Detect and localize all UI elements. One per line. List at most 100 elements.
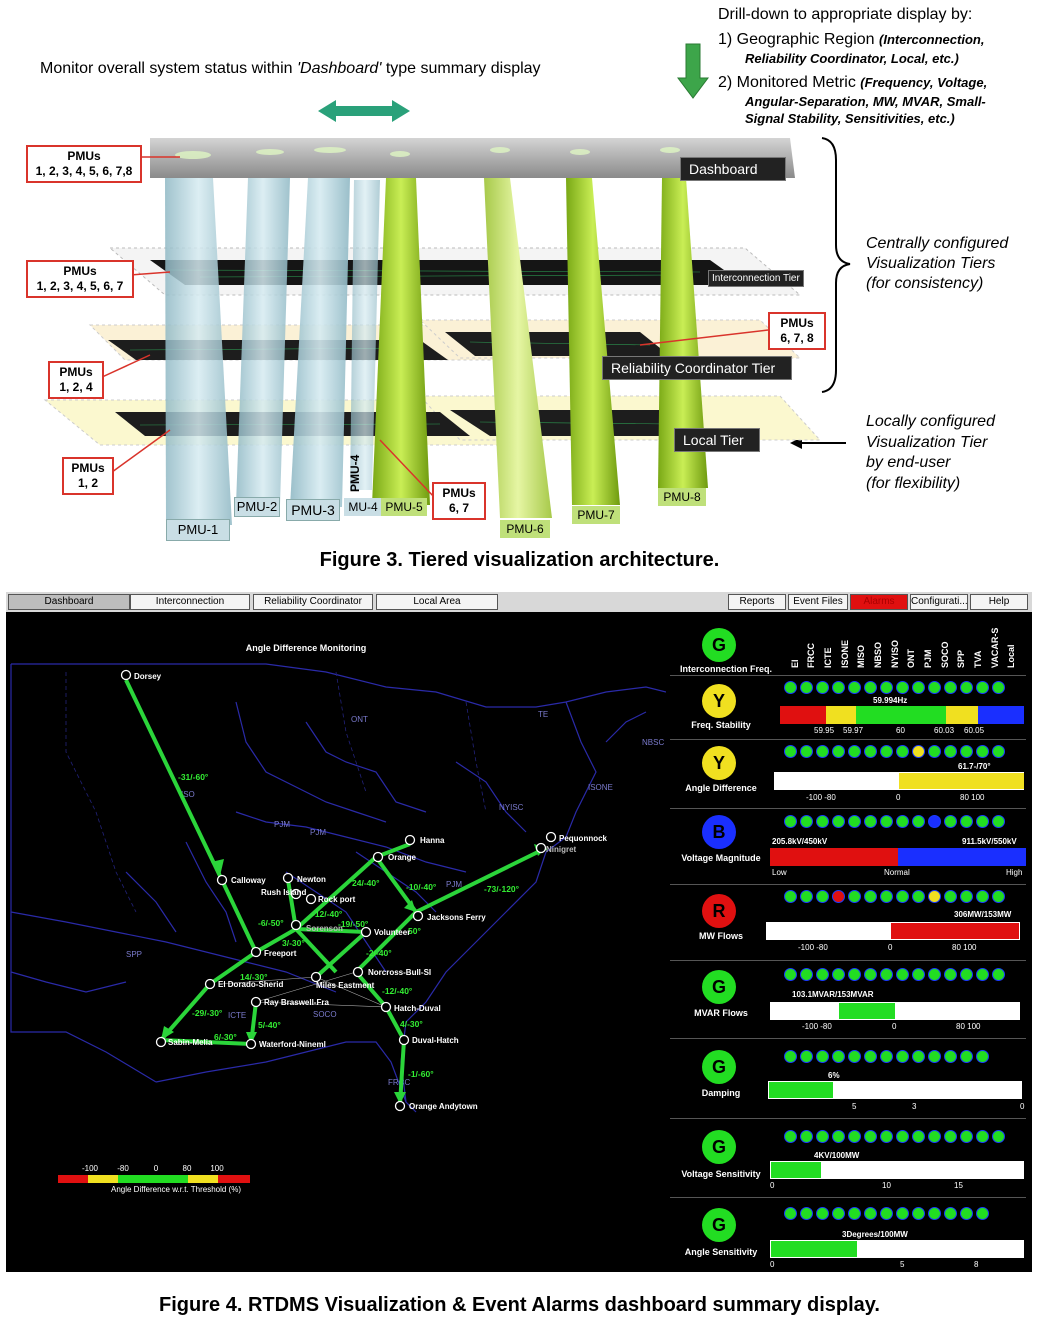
column-header: MISO xyxy=(856,644,866,668)
metric-value: 103.1MVAR/153MVAR xyxy=(792,990,874,999)
metric-label: Angle Difference xyxy=(685,783,757,793)
pmu-label: PMU-1 xyxy=(166,519,230,541)
metric-value: 61.7-/70° xyxy=(958,762,991,771)
tab-reliability-coordinator[interactable]: Reliability Coordinator xyxy=(253,594,373,610)
node-label: Hatch-Duval xyxy=(394,1004,441,1013)
node-label: Calloway xyxy=(231,876,266,885)
bar-tick: 80 100 xyxy=(952,943,977,952)
damping-bar xyxy=(768,1081,1022,1099)
pmu-box-title: PMUs xyxy=(780,316,814,330)
metric-label: Damping xyxy=(701,1088,741,1098)
tier-label-reliability: Reliability Coordinator Tier xyxy=(602,356,792,380)
pmu-box: PMUs 1, 2, 4 xyxy=(48,361,104,399)
column-header: NYISO xyxy=(890,639,900,668)
bar-tick: 0 xyxy=(892,1022,897,1031)
pmu-label: MU-4 xyxy=(344,498,382,516)
drill-item-1: 1) Geographic Region (Interconnection, xyxy=(718,31,984,49)
figure-3-caption: Figure 3. Tiered visualization architect… xyxy=(319,549,720,571)
region-label: ISO xyxy=(181,790,195,799)
metric-label: Freq. Stability xyxy=(691,720,751,730)
legend-tick: 80 xyxy=(183,1164,192,1173)
flow-label: -19/-50° xyxy=(338,919,369,929)
column-header: SPP xyxy=(956,649,966,668)
pmu-box-list: 1, 2, 3, 4, 5, 6, 7 xyxy=(36,279,124,293)
flow-label: 24/-40° xyxy=(352,878,380,888)
status-indicator[interactable]: G xyxy=(702,970,736,1004)
down-arrow-icon xyxy=(677,43,709,99)
status-indicator[interactable]: B xyxy=(702,815,736,849)
map-legend: -100 -80 0 80 100 Angle Difference w.r.t… xyxy=(58,1164,250,1194)
status-indicator[interactable]: R xyxy=(702,894,736,928)
local-note: Locally configured Visualization Tier by… xyxy=(866,412,1036,494)
bar-tick: 59.97 xyxy=(843,726,864,735)
dashboard-panel: Angle Difference Monitoring xyxy=(6,612,1032,1272)
tab-reports[interactable]: Reports xyxy=(728,594,786,610)
status-indicator[interactable]: G xyxy=(702,628,736,662)
flow-label: 3/-30° xyxy=(282,938,305,948)
node-label: Waterford-Nineml xyxy=(259,1040,326,1049)
brace-icon xyxy=(821,137,851,393)
node-label: Jacksons Ferry xyxy=(427,913,486,922)
angle-sensitivity-bar xyxy=(770,1240,1024,1258)
drill-item-1-sub-b: Reliability Coordinator, Local, etc.) xyxy=(745,51,959,66)
bar-tick: 0 xyxy=(888,943,893,952)
bar-tick: -100 -80 xyxy=(802,1022,832,1031)
status-indicator[interactable]: Y xyxy=(702,684,736,718)
tab-event-files[interactable]: Event Files xyxy=(788,594,848,610)
status-indicator[interactable]: G xyxy=(702,1130,736,1164)
architecture-diagram xyxy=(43,43,851,525)
pmu-box: PMUs 1, 2, 3, 4, 5, 6, 7 xyxy=(26,260,134,298)
tab-local-area[interactable]: Local Area xyxy=(376,594,498,610)
voltage-bar xyxy=(770,848,1026,866)
status-dots-row xyxy=(784,1130,1005,1143)
tab-alarms[interactable]: Alarms xyxy=(850,594,908,610)
status-indicator[interactable]: G xyxy=(702,1050,736,1084)
local-note-line: by end-user xyxy=(866,454,951,471)
status-indicator[interactable]: Y xyxy=(702,746,736,780)
metric-value: 4KV/100MW xyxy=(814,1151,860,1160)
drill-item-1-main: 1) Geographic Region xyxy=(718,31,875,48)
status-dots-row xyxy=(784,681,1005,694)
mw-bar xyxy=(766,922,1020,940)
pmu-label: PMU-8 xyxy=(658,488,706,506)
flow-label: -12/-40° xyxy=(312,909,343,919)
tier-label-local: Local Tier xyxy=(674,428,760,452)
metric-label: Interconnection Freq. xyxy=(679,664,772,674)
node-label: Sorenson xyxy=(306,924,343,933)
tab-interconnection[interactable]: Interconnection xyxy=(130,594,250,610)
status-indicator[interactable]: G xyxy=(702,1208,736,1242)
status-dots-row xyxy=(784,1050,989,1063)
tab-help[interactable]: Help xyxy=(970,594,1028,610)
tier-label-dashboard: Dashboard xyxy=(680,157,786,181)
metric-label: Voltage Sensitivity xyxy=(681,1169,761,1179)
node-label: Newton xyxy=(297,875,326,884)
column-header: FRCC xyxy=(806,643,816,668)
flow-label: -31/-60° xyxy=(178,772,209,782)
tab-configuration[interactable]: Configurati... xyxy=(910,594,968,610)
pmu-box-title: PMUs xyxy=(71,461,105,475)
bar-tick: -100 -80 xyxy=(798,943,828,952)
flow-label: -2/-40° xyxy=(366,948,392,958)
bar-tick: 59.95 xyxy=(814,726,835,735)
node-label: Ray Braswell-Fra xyxy=(264,998,329,1007)
column-header: ICTE xyxy=(823,647,833,668)
node-label: El Dorado-Sherid xyxy=(218,980,283,989)
node-label: Orange Andytown xyxy=(409,1102,478,1111)
legend-tick: -80 xyxy=(117,1164,129,1173)
bar-tick: 80 100 xyxy=(956,1022,981,1031)
node-label: Sabin-Melia xyxy=(168,1038,213,1047)
flow-label: 5/-40° xyxy=(258,1020,281,1030)
pmu-label: PMU-7 xyxy=(572,506,620,524)
metrics-panel: EI FRCC ICTE ISONE MISO NBSO NYISO ONT P… xyxy=(666,612,1032,1272)
central-note-line: (for consistency) xyxy=(866,275,984,292)
flow-label: -12/-40° xyxy=(382,986,413,996)
voltage-sensitivity-bar xyxy=(770,1161,1024,1179)
drill-item-1-sub: (Interconnection, xyxy=(879,32,985,47)
bar-tick: 0 xyxy=(770,1260,775,1269)
bar-tick: High xyxy=(1006,868,1023,877)
legend-tick: 100 xyxy=(210,1164,224,1173)
tab-dashboard[interactable]: Dashboard xyxy=(8,594,130,610)
region-label: NYISC xyxy=(499,803,524,812)
region-label: PJM xyxy=(446,880,462,889)
region-label: ONT xyxy=(351,715,368,724)
